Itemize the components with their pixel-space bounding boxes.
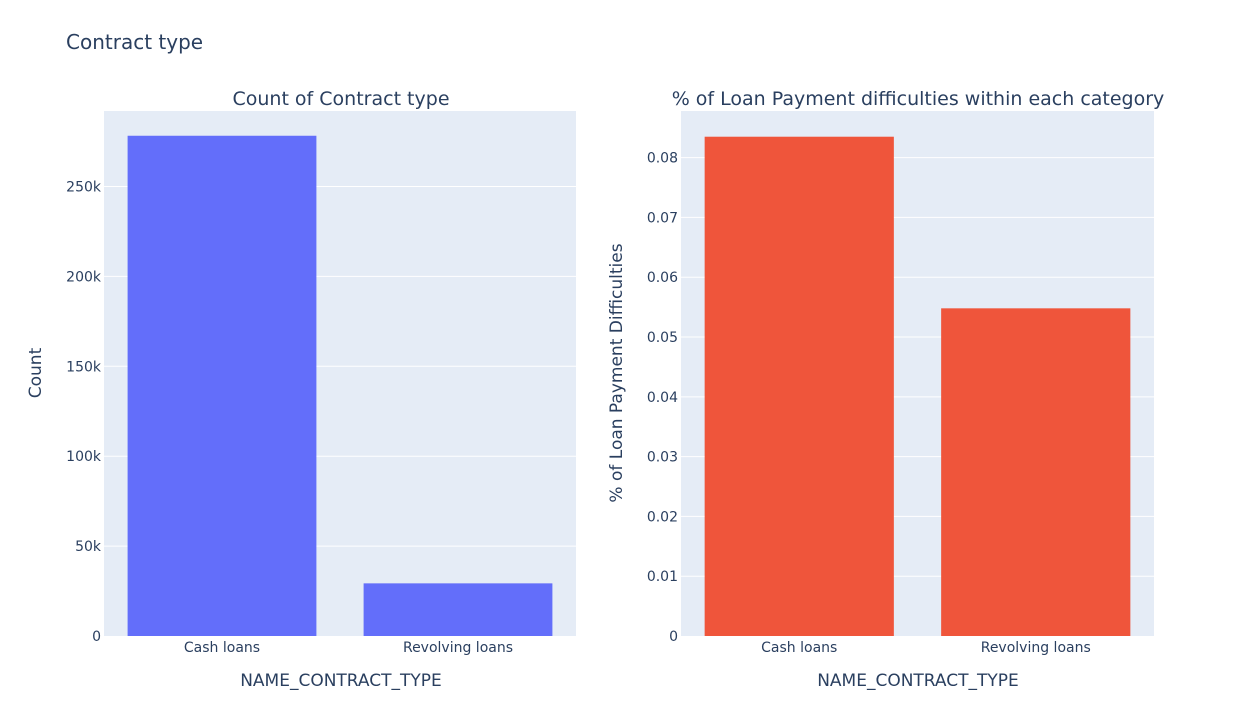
y-tick-label: 0.06 [647,270,678,286]
x-tick-label: Revolving loans [981,640,1091,656]
y-tick-label: 100k [66,449,102,465]
y-tick-label: 200k [66,269,102,285]
y-tick-label: 250k [66,180,102,196]
x-tick-label: Cash loans [761,640,837,656]
y-tick-label: 0.03 [647,450,678,466]
x-tick-label: Cash loans [184,640,260,656]
count-subplot: 0 50k 100k 150k 200k 250k Cash loans Revolving … [26,88,576,691]
y-tick-label: 150k [66,359,102,375]
x-tick-label: Revolving loans [403,640,513,656]
x-axis-title: NAME_CONTRACT_TYPE [817,671,1019,691]
y-axis-title: % of Loan Payment Difficulties [607,243,627,502]
y-tick-label: 0.04 [647,390,678,406]
y-tick-label: 0.02 [647,509,678,525]
y-tick-label: 0 [92,629,101,645]
bar[interactable] [127,135,317,637]
subplot-title: Count of Contract type [232,88,449,110]
figure-title: Contract type [66,30,203,54]
y-tick-label: 0.05 [647,330,678,346]
x-axis-title: NAME_CONTRACT_TYPE [240,671,442,691]
difficulty-rate-subplot: 0 0.01 0.02 0.03 0.04 0.05 0.06 0.07 0.08 Cash lo… [607,88,1164,691]
y-tick-label: 0 [669,629,678,645]
bar[interactable] [941,308,1131,636]
y-tick-label: 0.01 [647,569,678,585]
subplot-title: % of Loan Payment difficulties within ea… [672,88,1165,110]
y-axis-title: Count [26,347,46,398]
bar[interactable] [704,136,894,636]
y-tick-label: 50k [75,539,102,555]
y-tick-label: 0.08 [647,151,678,167]
bar[interactable] [363,583,553,636]
y-tick-label: 0.07 [647,210,678,226]
